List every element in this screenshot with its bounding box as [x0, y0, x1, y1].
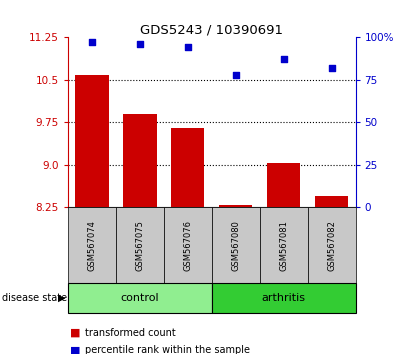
Point	[328, 65, 335, 70]
Bar	[75, 75, 109, 207]
Text: ■: ■	[70, 346, 81, 354]
Text: arthritis: arthritis	[261, 293, 306, 303]
Text: ▶: ▶	[58, 293, 65, 303]
Bar	[123, 114, 157, 207]
Text: control: control	[120, 293, 159, 303]
Point	[136, 41, 143, 47]
Point	[185, 45, 191, 50]
Text: transformed count: transformed count	[85, 328, 176, 338]
Bar	[315, 196, 349, 207]
Title: GDS5243 / 10390691: GDS5243 / 10390691	[140, 23, 283, 36]
Point	[88, 39, 95, 45]
Bar	[219, 205, 252, 207]
Text: ■: ■	[70, 328, 81, 338]
Text: GSM567076: GSM567076	[183, 219, 192, 271]
Text: GSM567081: GSM567081	[279, 220, 288, 270]
Bar	[171, 128, 205, 207]
Text: GSM567074: GSM567074	[87, 220, 96, 270]
Text: disease state: disease state	[2, 293, 67, 303]
Text: percentile rank within the sample: percentile rank within the sample	[85, 346, 250, 354]
Text: GSM567075: GSM567075	[135, 220, 144, 270]
Point	[280, 56, 287, 62]
Bar	[267, 163, 300, 207]
Point	[232, 72, 239, 78]
Text: GSM567082: GSM567082	[327, 220, 336, 270]
Text: GSM567080: GSM567080	[231, 220, 240, 270]
